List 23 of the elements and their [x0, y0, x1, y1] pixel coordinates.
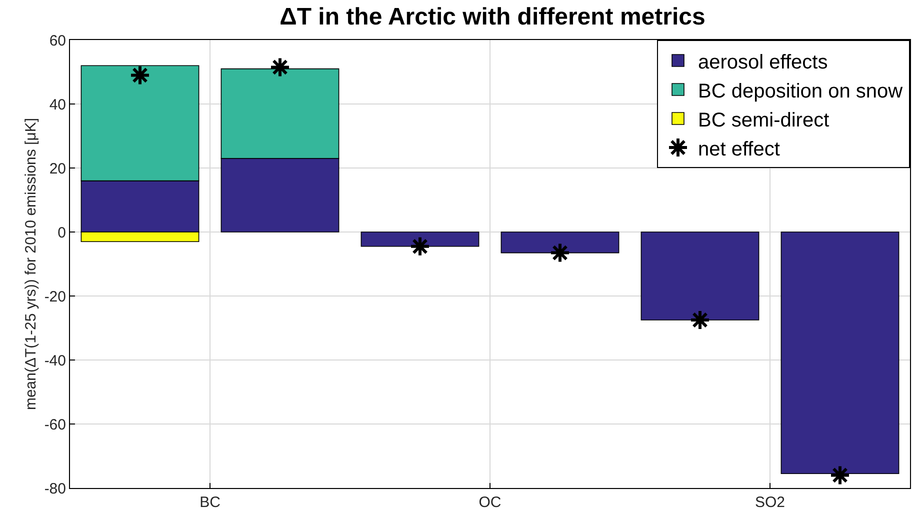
point: [410, 236, 430, 257]
legend-label: BC semi-direct: [698, 109, 830, 132]
y-tick-label: 40: [49, 96, 66, 114]
legend-label: aerosol effects: [698, 51, 828, 74]
legend-label: net effect: [698, 138, 780, 160]
y-tick-label: 20: [49, 160, 66, 178]
y-tick-label: -60: [44, 416, 66, 434]
y-tick-label: 60: [49, 32, 66, 50]
text: BC: [200, 494, 221, 511]
text: SO2: [754, 494, 786, 511]
point: [830, 464, 850, 486]
y-tick-label: -20: [44, 288, 66, 306]
point: [550, 242, 570, 264]
point: [270, 56, 290, 78]
y-tick-label: 0: [58, 224, 66, 242]
y-axis-title: mean(ΔT(1-25 yrs)) for 2010 emissions [μK]: [22, 118, 40, 410]
y-tick-label: -80: [44, 480, 66, 498]
legend-label: BC deposition on snow: [698, 80, 904, 102]
chart-title: ΔT in the Arctic with different metrics: [280, 4, 706, 31]
point: [690, 310, 710, 330]
text: OC: [478, 494, 502, 511]
y-tick-label: -40: [44, 352, 66, 370]
point: [130, 64, 150, 86]
